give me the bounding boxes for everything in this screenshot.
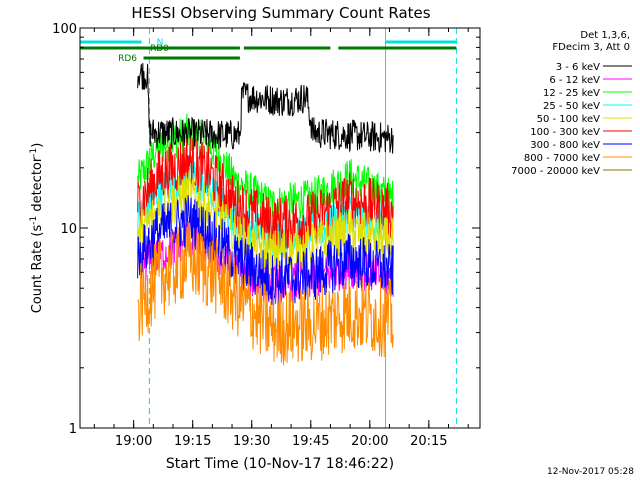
y-axis-ticks: 1 10 100 bbox=[52, 22, 480, 437]
x-axis-ticks: 19:00 19:15 19:30 19:45 20:00 20:15 bbox=[93, 28, 469, 449]
legend: Det 1,3,6,FDecim 3, Att 0 3 - 6 keV 6 - 12… bbox=[511, 30, 632, 177]
x-tick-label: 19:45 bbox=[292, 434, 329, 449]
legend-header: Det 1,3,6, bbox=[580, 30, 630, 41]
legend-label: 100 - 300 keV bbox=[530, 127, 600, 138]
x-tick-label: 20:15 bbox=[410, 434, 447, 449]
footer-date: 12-Nov-2017 05:28 bbox=[547, 467, 634, 477]
legend-label: 3 - 6 keV bbox=[556, 62, 600, 73]
legend-label: 800 - 7000 keV bbox=[524, 153, 600, 164]
legend-label: 6 - 12 keV bbox=[549, 75, 600, 86]
flag-label: RD6 bbox=[118, 54, 137, 64]
legend-label: 25 - 50 keV bbox=[543, 101, 600, 112]
x-tick-label: 19:15 bbox=[174, 434, 211, 449]
x-tick-label: 19:30 bbox=[233, 434, 270, 449]
x-axis-label: Start Time (10-Nov-17 18:46:22) bbox=[166, 456, 394, 472]
y-axis-label: Count Rate (s-1 detector-1) bbox=[29, 143, 45, 314]
x-tick-label: 20:00 bbox=[351, 434, 388, 449]
legend-label: 50 - 100 keV bbox=[537, 114, 601, 125]
legend-label: 7000 - 20000 keV bbox=[511, 166, 600, 177]
y-tick-label: 10 bbox=[60, 222, 77, 237]
flag-label: RD0 bbox=[150, 44, 169, 54]
series-line bbox=[137, 62, 394, 154]
series-line bbox=[137, 221, 394, 366]
y-tick-label: 1 bbox=[69, 422, 77, 437]
series-line bbox=[137, 170, 394, 277]
series-line bbox=[137, 113, 394, 223]
chart-title: HESSI Observing Summary Count Rates bbox=[131, 4, 430, 22]
flag-label: N bbox=[157, 38, 164, 48]
series-line bbox=[137, 137, 394, 251]
series-lines bbox=[137, 62, 394, 366]
x-tick-label: 19:00 bbox=[115, 434, 152, 449]
legend-label: 12 - 25 keV bbox=[543, 88, 600, 99]
legend-header: FDecim 3, Att 0 bbox=[552, 42, 630, 53]
legend-label: 300 - 800 keV bbox=[530, 140, 600, 151]
y-tick-label: 100 bbox=[52, 22, 77, 37]
